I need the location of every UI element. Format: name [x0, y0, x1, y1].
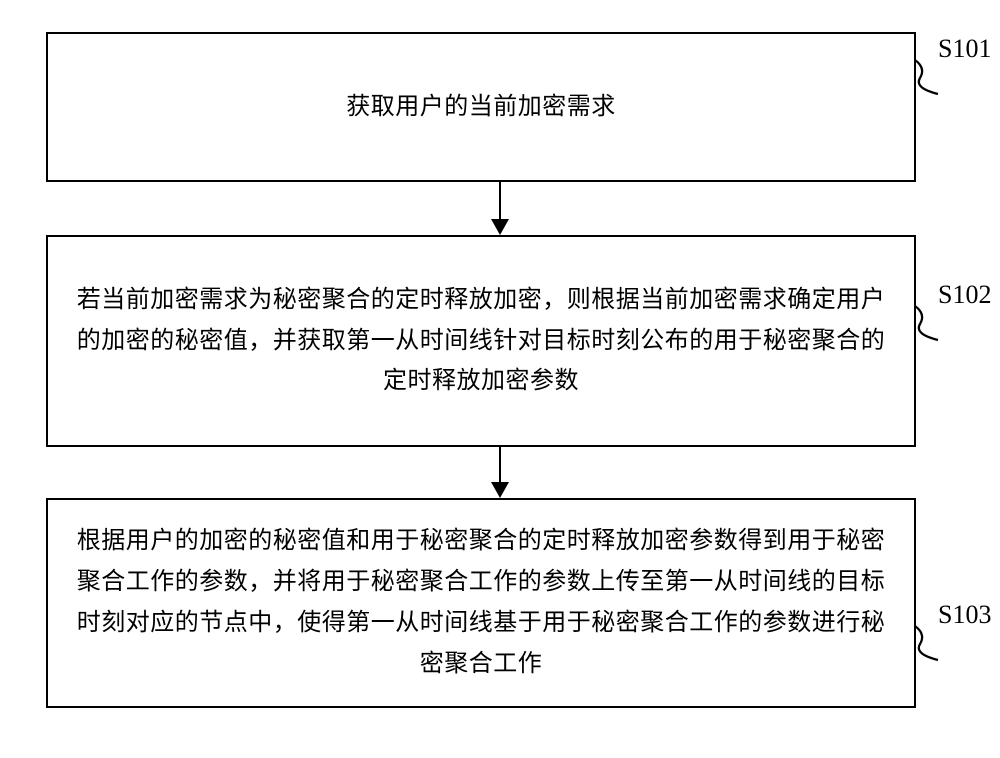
flow-node-text: 若当前加密需求为秘密聚合的定时释放加密，则根据当前加密需求确定用户的加密的秘密值…: [72, 280, 890, 402]
arrow-head-icon: [491, 482, 509, 498]
flow-node-s102: 若当前加密需求为秘密聚合的定时释放加密，则根据当前加密需求确定用户的加密的秘密值…: [46, 235, 916, 447]
step-label-s103: S103: [938, 600, 991, 630]
squiggle-connector-icon: [912, 304, 942, 344]
flow-arrow: [46, 447, 954, 498]
step-label-s102: S102: [938, 280, 991, 310]
squiggle-connector-icon: [912, 624, 942, 664]
flow-node-text: 获取用户的当前加密需求: [346, 87, 616, 128]
squiggle-connector-icon: [912, 58, 942, 98]
step-label-s101: S101: [938, 34, 991, 64]
flow-arrow: [46, 182, 954, 235]
flow-node-s101: 获取用户的当前加密需求: [46, 32, 916, 182]
flowchart-container: 获取用户的当前加密需求 若当前加密需求为秘密聚合的定时释放加密，则根据当前加密需…: [46, 32, 954, 708]
arrow-head-icon: [491, 219, 509, 235]
flow-node-s103: 根据用户的加密的秘密值和用于秘密聚合的定时释放加密参数得到用于秘密聚合工作的参数…: [46, 498, 916, 708]
flow-node-text: 根据用户的加密的秘密值和用于秘密聚合的定时释放加密参数得到用于秘密聚合工作的参数…: [72, 521, 890, 684]
arrow-line: [499, 182, 501, 220]
arrow-line: [499, 447, 501, 483]
